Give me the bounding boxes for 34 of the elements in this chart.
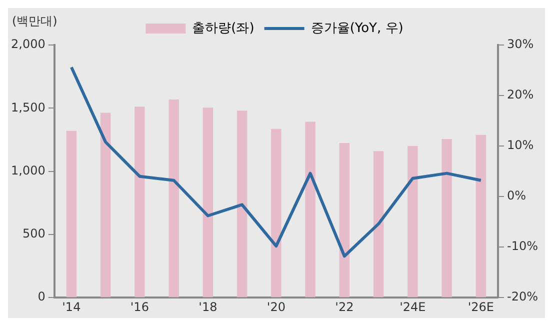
- bar: [66, 130, 77, 298]
- x-tick-label: '26E: [468, 300, 494, 314]
- y2-tick-label: 30%: [507, 37, 534, 52]
- y-tick-label: 0: [38, 290, 46, 304]
- x-tick-label: '16: [130, 300, 149, 314]
- y-tick-label: 500: [22, 226, 46, 241]
- y-axis-title: (백만대): [12, 14, 58, 28]
- x-tick-label: '20: [266, 300, 286, 314]
- bar: [271, 128, 282, 298]
- y2-tick-label: -20%: [507, 290, 538, 304]
- y2-tick-label: 10%: [507, 138, 534, 152]
- legend-label: 출하량(좌): [192, 20, 254, 36]
- x-tick-label: '18: [198, 300, 218, 314]
- bar: [476, 134, 486, 298]
- bar: [236, 110, 248, 298]
- x-tick-label: '22: [335, 300, 354, 314]
- y2-tick-label: 20%: [507, 88, 534, 102]
- bar: [305, 122, 316, 298]
- legend-label: 증가율(YoY, 우): [310, 20, 404, 36]
- bar: [408, 146, 418, 298]
- y-tick-label: 2,000: [10, 37, 46, 52]
- y2-tick-label: 0%: [507, 188, 526, 203]
- y-tick-label: 1,000: [10, 163, 46, 178]
- bar: [339, 143, 350, 298]
- bar: [134, 106, 145, 298]
- x-tick-label: '14: [62, 300, 81, 314]
- bar: [442, 138, 452, 298]
- bar: [202, 108, 214, 298]
- bar: [373, 151, 384, 298]
- x-tick-label: '24E: [400, 300, 426, 314]
- y2-tick-label: -10%: [507, 239, 538, 254]
- bar: [100, 112, 111, 298]
- y-tick-label: 1,500: [10, 100, 46, 114]
- bar: [168, 100, 179, 298]
